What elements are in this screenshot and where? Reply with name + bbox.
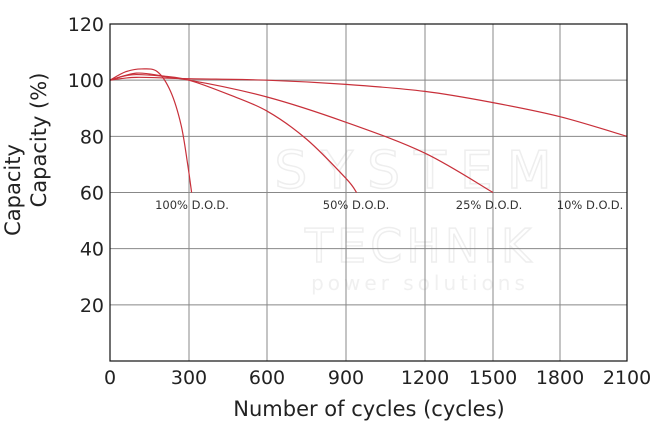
series-label-2: 50% D.O.D.: [323, 198, 389, 212]
series-label-4: 10% D.O.D.: [557, 198, 623, 212]
y-tick-label: 40: [80, 239, 104, 261]
series-line-1: [109, 68, 193, 193]
x-axis-label: Number of cycles (cycles): [233, 397, 504, 421]
y-axis-label: Capacity (%): [27, 73, 51, 208]
series-line-2: [109, 72, 358, 193]
x-tick-label: 600: [249, 367, 285, 389]
x-tick-label: 2100: [603, 367, 651, 389]
y-tick-label: 100: [68, 70, 104, 92]
x-tick-label: 1200: [401, 367, 449, 389]
watermark-logo: SYSTEM TECHNIK power solutions: [274, 140, 565, 295]
y-tick-label: 60: [80, 183, 104, 205]
x-tick-label: 1800: [536, 367, 584, 389]
x-tick-labels: 0 300 600 900 1200 1500 1800 2100: [104, 367, 651, 389]
x-tick-label: 300: [171, 367, 207, 389]
y-tick-label: 120: [68, 14, 104, 36]
y-tick-label: 20: [80, 295, 104, 317]
series-label-1: 100% D.O.D.: [155, 198, 229, 212]
series-label-3: 25% D.O.D.: [456, 198, 522, 212]
y-tick-labels: 20 40 60 80 100 120: [68, 14, 104, 317]
x-tick-label: 1500: [469, 367, 517, 389]
grid: [110, 24, 627, 361]
watermark-line2: TECHNIK: [304, 219, 535, 273]
y-axis-label-overlay: Capacity: [1, 144, 25, 236]
x-tick-label: 0: [104, 367, 116, 389]
plot-border: [109, 23, 628, 362]
series-line-4: [109, 76, 628, 137]
x-tick-label: 900: [328, 367, 364, 389]
series-labels: 100% D.O.D. 50% D.O.D. 25% D.O.D. 10% D.O.D…: [155, 198, 623, 212]
watermark-line1: SYSTEM: [274, 141, 565, 201]
series-lines: [109, 68, 628, 194]
series-line-3: [109, 73, 494, 194]
watermark-line3: power solutions: [311, 271, 529, 295]
y-tick-label: 80: [80, 126, 104, 148]
